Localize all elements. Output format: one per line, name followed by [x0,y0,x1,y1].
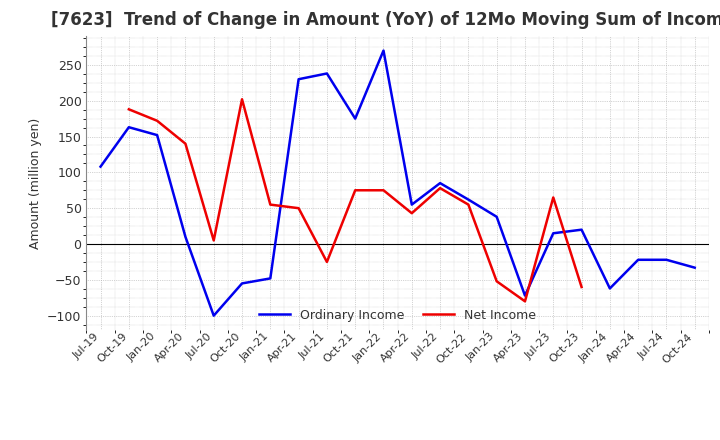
Net Income [464,202,473,207]
Legend: Ordinary Income, Net Income: Ordinary Income, Net Income [254,304,541,326]
Ordinary Income [294,77,303,82]
Y-axis label: Amount (million yen): Amount (million yen) [29,117,42,249]
Net Income [266,202,274,207]
Ordinary Income [606,286,614,291]
Ordinary Income [238,281,246,286]
Net Income [153,118,161,123]
Ordinary Income [577,227,586,232]
Net Income [238,97,246,102]
Ordinary Income [464,197,473,202]
Net Income [323,259,331,264]
Ordinary Income [323,71,331,76]
Net Income [492,279,501,284]
Ordinary Income [96,164,105,169]
Ordinary Income [210,313,218,318]
Ordinary Income [153,132,161,138]
Net Income [379,187,388,193]
Ordinary Income [408,202,416,207]
Ordinary Income [662,257,671,262]
Ordinary Income [351,116,359,121]
Ordinary Income [436,180,444,186]
Ordinary Income [181,234,190,239]
Line: Net Income: Net Income [129,99,695,301]
Net Income [436,186,444,191]
Title: [7623]  Trend of Change in Amount (YoY) of 12Mo Moving Sum of Incomes: [7623] Trend of Change in Amount (YoY) o… [51,11,720,29]
Net Income [521,299,529,304]
Net Income [549,195,557,200]
Ordinary Income [492,214,501,220]
Line: Ordinary Income: Ordinary Income [101,51,695,315]
Net Income [577,284,586,290]
Net Income [125,106,133,112]
Net Income [181,141,190,147]
Net Income [210,238,218,243]
Ordinary Income [125,125,133,130]
Ordinary Income [379,48,388,53]
Ordinary Income [549,231,557,236]
Ordinary Income [521,293,529,298]
Ordinary Income [634,257,642,262]
Net Income [408,211,416,216]
Ordinary Income [690,265,699,270]
Net Income [294,205,303,211]
Net Income [690,221,699,227]
Ordinary Income [266,276,274,281]
Net Income [351,187,359,193]
